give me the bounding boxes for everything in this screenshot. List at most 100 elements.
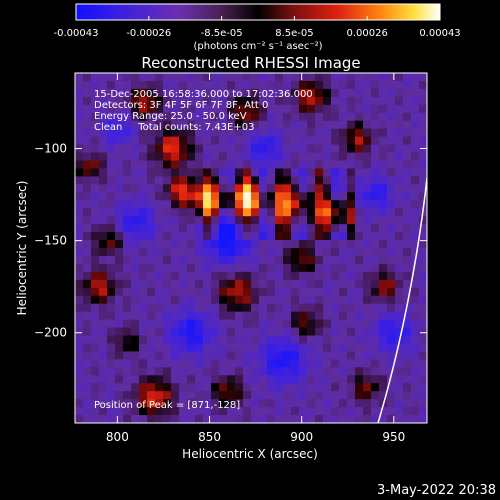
heatmap-cell bbox=[315, 80, 324, 90]
heatmap-cell bbox=[331, 144, 340, 154]
heatmap-cell bbox=[139, 255, 148, 265]
heatmap-cell bbox=[195, 375, 204, 384]
heatmap-cell bbox=[211, 327, 220, 337]
heatmap-cell bbox=[179, 112, 188, 122]
heatmap-cell bbox=[179, 120, 188, 130]
colorbar-unit-label: (photons cm⁻² s⁻¹ asec⁻²) bbox=[193, 41, 322, 52]
heatmap-cell bbox=[179, 80, 188, 90]
heatmap-cell bbox=[235, 80, 244, 90]
heatmap-cell bbox=[203, 295, 212, 305]
heatmap-cell bbox=[283, 80, 292, 90]
heatmap-cell bbox=[155, 184, 164, 193]
heatmap-cell bbox=[203, 367, 212, 376]
heatmap-cell bbox=[211, 112, 220, 122]
heatmap-cell bbox=[395, 263, 404, 273]
heatmap-cell bbox=[283, 263, 292, 273]
heatmap-cell bbox=[371, 152, 380, 162]
heatmap-cell bbox=[259, 327, 268, 337]
heatmap-cell bbox=[83, 144, 92, 154]
heatmap-cell bbox=[395, 295, 404, 305]
heatmap-cell bbox=[307, 415, 316, 423]
heatmap-cell bbox=[187, 248, 196, 257]
heatmap-cell bbox=[203, 168, 212, 177]
heatmap-cell bbox=[83, 224, 92, 233]
heatmap-cell bbox=[275, 335, 284, 345]
heatmap-cell bbox=[371, 367, 380, 376]
heatmap-cell bbox=[283, 216, 292, 225]
heatmap-cell bbox=[155, 112, 164, 122]
heatmap-cell bbox=[187, 303, 196, 313]
heatmap-cell bbox=[83, 407, 92, 416]
heatmap-cell bbox=[355, 232, 364, 241]
heatmap-cell bbox=[235, 176, 244, 185]
heatmap-cell bbox=[227, 295, 236, 305]
heatmap-cell bbox=[315, 311, 324, 321]
heatmap-cell bbox=[371, 399, 380, 408]
heatmap-cell bbox=[371, 224, 380, 233]
heatmap-cell bbox=[211, 391, 220, 400]
heatmap-cell bbox=[419, 104, 427, 114]
heatmap-cell bbox=[115, 104, 124, 114]
heatmap-cell bbox=[139, 80, 148, 90]
chart-title: Reconstructed RHESSI Image bbox=[141, 54, 360, 72]
heatmap-cell bbox=[123, 271, 132, 281]
y-tick-label: −150 bbox=[34, 234, 67, 248]
heatmap-cell bbox=[419, 367, 427, 376]
heatmap-cell bbox=[179, 295, 188, 305]
heatmap-cell bbox=[379, 279, 388, 289]
heatmap-cell bbox=[235, 232, 244, 241]
heatmap-cell bbox=[331, 120, 340, 130]
heatmap-cell bbox=[235, 255, 244, 265]
heatmap-cell bbox=[379, 351, 388, 360]
heatmap-cell bbox=[403, 144, 412, 154]
heatmap-cell bbox=[131, 168, 140, 177]
heatmap-cell bbox=[419, 327, 427, 337]
heatmap-cell bbox=[179, 263, 188, 273]
heatmap-cell bbox=[363, 287, 372, 297]
heatmap-cell bbox=[187, 327, 196, 337]
heatmap-cell bbox=[395, 303, 404, 313]
heatmap-cell bbox=[347, 216, 356, 225]
heatmap-cell bbox=[411, 375, 420, 384]
heatmap-cell bbox=[259, 367, 268, 376]
heatmap-cell bbox=[195, 232, 204, 241]
heatmap-cell bbox=[75, 303, 84, 313]
heatmap-cell bbox=[235, 359, 244, 368]
heatmap-cell bbox=[155, 287, 164, 297]
heatmap-cell bbox=[315, 407, 324, 416]
heatmap-cell bbox=[307, 311, 316, 321]
heatmap-cell bbox=[339, 200, 348, 209]
heatmap-cell bbox=[355, 248, 364, 257]
heatmap-cell bbox=[299, 255, 308, 265]
heatmap-cell bbox=[355, 216, 364, 225]
heatmap-cell bbox=[291, 263, 300, 273]
heatmap-cell bbox=[195, 88, 204, 98]
heatmap-cell bbox=[187, 271, 196, 281]
heatmap-cell bbox=[99, 271, 108, 281]
heatmap-cell bbox=[235, 200, 244, 209]
heatmap-cell bbox=[259, 120, 268, 130]
heatmap-cell bbox=[395, 144, 404, 154]
heatmap-cell bbox=[235, 351, 244, 360]
heatmap-cell bbox=[91, 367, 100, 376]
heatmap-cell bbox=[387, 88, 396, 98]
heatmap-cell bbox=[323, 200, 332, 209]
heatmap-cell bbox=[107, 136, 116, 146]
heatmap-cell bbox=[347, 248, 356, 257]
heatmap-cell bbox=[371, 88, 380, 98]
heatmap-cell bbox=[323, 104, 332, 114]
heatmap-cell bbox=[123, 415, 132, 423]
heatmap-cell bbox=[283, 359, 292, 368]
heatmap-cell bbox=[163, 160, 172, 170]
heatmap-cell bbox=[187, 120, 196, 130]
heatmap-cell bbox=[251, 184, 260, 193]
heatmap-cell bbox=[307, 391, 316, 400]
heatmap-cell bbox=[411, 279, 420, 289]
heatmap-cell bbox=[315, 232, 324, 241]
heatmap-cell bbox=[331, 415, 340, 423]
heatmap-cell bbox=[259, 160, 268, 170]
heatmap-cell bbox=[347, 391, 356, 400]
heatmap-cell bbox=[291, 96, 300, 106]
heatmap-cell bbox=[203, 391, 212, 400]
heatmap-cell bbox=[363, 224, 372, 233]
